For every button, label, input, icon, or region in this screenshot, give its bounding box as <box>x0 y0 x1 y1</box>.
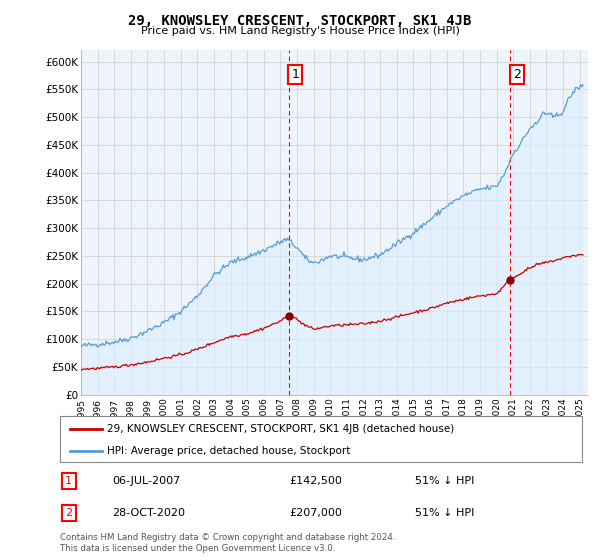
Text: 06-JUL-2007: 06-JUL-2007 <box>112 476 181 486</box>
Text: 29, KNOWSLEY CRESCENT, STOCKPORT, SK1 4JB (detached house): 29, KNOWSLEY CRESCENT, STOCKPORT, SK1 4J… <box>107 424 454 434</box>
Text: 51% ↓ HPI: 51% ↓ HPI <box>415 476 475 486</box>
Text: Contains HM Land Registry data © Crown copyright and database right 2024.
This d: Contains HM Land Registry data © Crown c… <box>60 533 395 553</box>
Text: £207,000: £207,000 <box>290 508 343 518</box>
Text: 1: 1 <box>292 68 299 81</box>
Text: 29, KNOWSLEY CRESCENT, STOCKPORT, SK1 4JB: 29, KNOWSLEY CRESCENT, STOCKPORT, SK1 4J… <box>128 14 472 28</box>
Text: 51% ↓ HPI: 51% ↓ HPI <box>415 508 475 518</box>
Text: 28-OCT-2020: 28-OCT-2020 <box>112 508 185 518</box>
Text: HPI: Average price, detached house, Stockport: HPI: Average price, detached house, Stoc… <box>107 446 350 455</box>
Text: 2: 2 <box>513 68 521 81</box>
Text: £142,500: £142,500 <box>290 476 343 486</box>
Text: 2: 2 <box>65 508 73 518</box>
Text: Price paid vs. HM Land Registry's House Price Index (HPI): Price paid vs. HM Land Registry's House … <box>140 26 460 36</box>
Text: 1: 1 <box>65 476 72 486</box>
